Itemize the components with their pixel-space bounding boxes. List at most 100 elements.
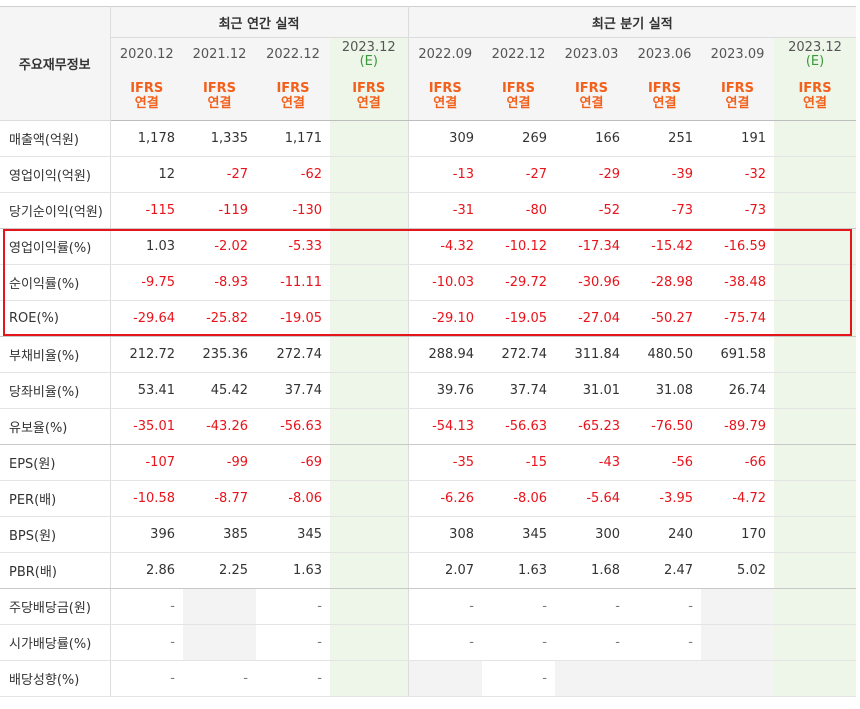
- table-cell: [330, 588, 409, 625]
- table-cell: [330, 156, 409, 193]
- table-cell: -80: [482, 192, 555, 229]
- period-header-7: 2023.06: [628, 37, 701, 72]
- table-cell: 5.02: [701, 552, 774, 589]
- table-cell: -13: [408, 156, 482, 193]
- table-cell: 385: [183, 516, 256, 553]
- table-cell: 212.72: [110, 336, 183, 373]
- table-row: 부채비율(%) 212.72 235.36 272.74 288.94 272.74 311…: [0, 336, 857, 373]
- table-cell: -: [408, 588, 482, 625]
- group-annual-header: 최근 연간 실적: [110, 6, 409, 38]
- table-cell: -99: [183, 444, 256, 481]
- row-label: 매출액(억원): [0, 120, 111, 157]
- table-cell: 2.07: [408, 552, 482, 589]
- accounting-type-2: IFRS 연결: [256, 72, 330, 121]
- table-cell: -: [628, 624, 701, 661]
- table-cell: [774, 408, 857, 445]
- table-cell: [701, 588, 774, 625]
- table-cell: -27: [183, 156, 256, 193]
- period-header-8: 2023.09: [701, 37, 774, 72]
- table-cell: -39: [628, 156, 701, 193]
- table-cell: 1.63: [256, 552, 330, 589]
- period-header-row: 2020.12 2021.12 2022.12 2023.12 (E) 2022.09 20…: [0, 37, 857, 72]
- accounting-standard: IFRS: [501, 81, 536, 96]
- table-cell: [774, 228, 857, 265]
- table-cell: [330, 480, 409, 517]
- table-cell: -43: [555, 444, 628, 481]
- accounting-type-5: IFRS 연결: [482, 72, 555, 121]
- table-cell: [183, 588, 256, 625]
- table-cell: -27: [482, 156, 555, 193]
- table-cell: -: [110, 660, 183, 697]
- table-cell: -8.06: [482, 480, 555, 517]
- row-label: EPS(원): [0, 444, 111, 481]
- table-row: 시가배당률(%) - - - - - -: [0, 624, 857, 661]
- table-cell: 26.74: [701, 372, 774, 409]
- table-cell: -19.05: [482, 300, 555, 337]
- table-cell: -29.64: [110, 300, 183, 337]
- table-cell: [330, 408, 409, 445]
- table-cell: -10.58: [110, 480, 183, 517]
- table-cell: -66: [701, 444, 774, 481]
- row-label: PER(배): [0, 480, 111, 517]
- row-label: 부채비율(%): [0, 336, 111, 373]
- period-date: 2022.09: [418, 47, 473, 62]
- table-cell: 272.74: [482, 336, 555, 373]
- table-cell: [330, 192, 409, 229]
- table-cell: -107: [110, 444, 183, 481]
- period-header-6: 2023.03: [555, 37, 628, 72]
- table-cell: [628, 660, 701, 697]
- table-cell: -: [482, 660, 555, 697]
- group-quarterly-header: 최근 분기 실적: [408, 6, 857, 38]
- consolidation-type: 연결: [803, 96, 827, 111]
- consolidation-type: 연결: [433, 96, 458, 111]
- period-header-9: 2023.12 (E): [774, 37, 857, 72]
- accounting-type-1: IFRS 연결: [183, 72, 256, 121]
- table-cell: -15: [482, 444, 555, 481]
- table-cell: [330, 516, 409, 553]
- period-date: 2023.12: [341, 40, 396, 55]
- table-cell: -119: [183, 192, 256, 229]
- table-cell: 345: [256, 516, 330, 553]
- row-label: PBR(배): [0, 552, 111, 589]
- table-cell: 39.76: [408, 372, 482, 409]
- table-cell: [774, 336, 857, 373]
- period-header-4: 2022.09: [408, 37, 482, 72]
- table-cell: 37.74: [482, 372, 555, 409]
- table-cell: 308: [408, 516, 482, 553]
- table-cell: -130: [256, 192, 330, 229]
- row-label: 주당배당금(원): [0, 588, 111, 625]
- table-row: 유보율(%) -35.01 -43.26 -56.63 -54.13 -56.63 -65.…: [0, 408, 857, 445]
- table-cell: [330, 300, 409, 337]
- period-header-3: 2023.12 (E): [330, 37, 409, 72]
- period-header-0: 2020.12: [110, 37, 183, 72]
- consolidation-type: 연결: [356, 96, 381, 111]
- table-cell: -76.50: [628, 408, 701, 445]
- period-date: 2023.03: [564, 47, 619, 62]
- table-cell: -: [628, 588, 701, 625]
- table-row: PBR(배) 2.86 2.25 1.63 2.07 1.63 1.68 2.47 5.02: [0, 552, 857, 589]
- row-label: 유보율(%): [0, 408, 111, 445]
- table-cell: -8.06: [256, 480, 330, 517]
- table-cell: [774, 192, 857, 229]
- table-cell: -31: [408, 192, 482, 229]
- table-cell: [408, 660, 482, 697]
- estimate-mark: (E): [359, 54, 378, 69]
- table-cell: -3.95: [628, 480, 701, 517]
- table-cell: 31.01: [555, 372, 628, 409]
- period-date: 2022.12: [491, 47, 546, 62]
- table-row: 당좌비율(%) 53.41 45.42 37.74 39.76 37.74 31.01 31.…: [0, 372, 857, 409]
- table-cell: 251: [628, 120, 701, 157]
- accounting-standard: IFRS: [428, 81, 462, 96]
- period-header-5: 2022.12: [482, 37, 555, 72]
- accounting-standard: IFRS: [647, 81, 682, 96]
- accounting-standard: IFRS: [720, 81, 755, 96]
- consolidation-type: 연결: [652, 96, 677, 111]
- period-date: 2023.06: [637, 47, 692, 62]
- table-row: 당기순이익(억원) -115 -119 -130 -31 -80 -52 -73 -73: [0, 192, 857, 229]
- table-cell: [774, 552, 857, 589]
- table-cell: -10.03: [408, 264, 482, 301]
- table-cell: -: [482, 624, 555, 661]
- estimate-mark: (E): [805, 54, 825, 69]
- table-cell: [330, 552, 409, 589]
- table-cell: -: [408, 624, 482, 661]
